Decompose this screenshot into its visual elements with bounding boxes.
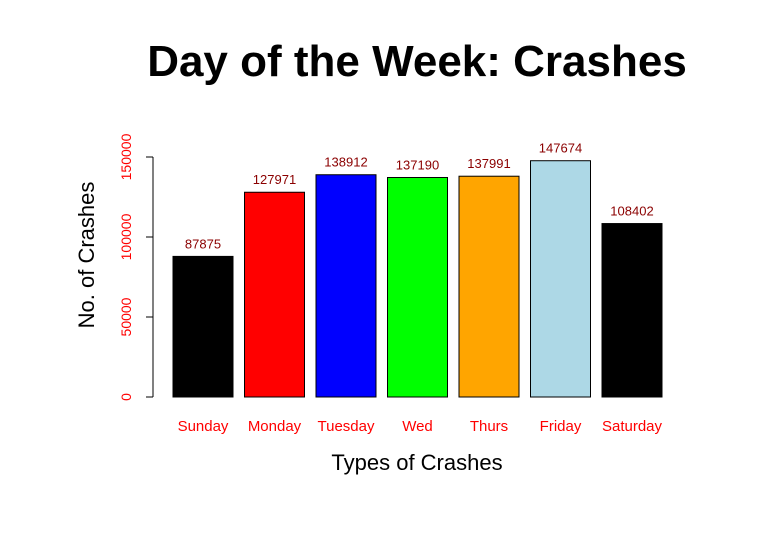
bar-tuesday bbox=[315, 174, 377, 398]
y-tick-label: 150000 bbox=[118, 133, 134, 180]
y-tick-label: 50000 bbox=[118, 297, 134, 336]
value-label: 127971 bbox=[253, 172, 296, 187]
y-tick-label: 0 bbox=[118, 393, 134, 401]
value-label: 137190 bbox=[396, 157, 439, 172]
bars bbox=[172, 160, 663, 398]
x-tick-label: Saturday bbox=[602, 418, 663, 435]
value-label: 137991 bbox=[467, 156, 510, 171]
x-tick-label: Thurs bbox=[470, 418, 508, 435]
bar-sunday bbox=[172, 255, 234, 398]
x-tick-label: Monday bbox=[248, 418, 302, 435]
value-label: 108402 bbox=[610, 204, 653, 219]
value-label: 138912 bbox=[324, 155, 367, 170]
value-label: 147674 bbox=[539, 141, 582, 156]
value-labels: 87875 127971 138912 137190 137991 147674 10840… bbox=[185, 141, 654, 252]
y-tick-label: 100000 bbox=[118, 213, 134, 260]
x-tick-label: Sunday bbox=[178, 418, 229, 435]
value-label: 87875 bbox=[185, 236, 221, 251]
x-axis-title: Types of Crashes bbox=[331, 450, 502, 475]
bar-wed bbox=[387, 176, 448, 398]
x-tick-label: Wed bbox=[402, 418, 433, 435]
x-axis-labels: Sunday Monday Tuesday Wed Thurs Friday Saturda… bbox=[178, 418, 663, 435]
y-axis-title: No. of Crashes bbox=[74, 182, 99, 329]
bar-saturday bbox=[601, 223, 663, 398]
bar-thurs bbox=[458, 175, 520, 398]
bar-friday bbox=[530, 160, 591, 398]
x-tick-label: Tuesday bbox=[318, 418, 375, 435]
x-tick-label: Friday bbox=[540, 418, 582, 435]
bar-monday bbox=[244, 191, 305, 398]
chart-title: Day of the Week: Crashes bbox=[147, 37, 687, 86]
y-axis: 0 50000 100000 150000 bbox=[118, 133, 154, 401]
